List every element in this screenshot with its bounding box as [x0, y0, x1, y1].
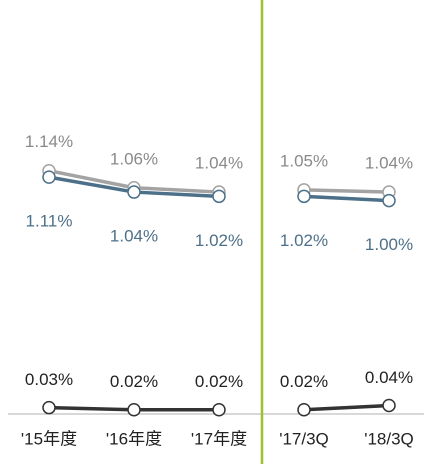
- data-label: 1.00%: [365, 235, 413, 254]
- point: [382, 193, 396, 208]
- point: [382, 398, 396, 413]
- data-label: 1.04%: [365, 154, 413, 173]
- x-tick-label: '16年度: [106, 429, 162, 448]
- data-label: 0.02%: [195, 372, 243, 391]
- data-label: 1.04%: [110, 227, 158, 246]
- x-tick-label: '17年度: [191, 429, 247, 448]
- data-label: 1.02%: [280, 231, 328, 250]
- point: [42, 400, 56, 415]
- point: [297, 402, 311, 417]
- data-label: 0.03%: [25, 370, 73, 389]
- data-label: 1.06%: [110, 149, 158, 168]
- point: [212, 189, 226, 204]
- data-label: 1.02%: [195, 231, 243, 250]
- data-label: 0.04%: [365, 368, 413, 387]
- line: [303, 194, 390, 203]
- data-label: 1.04%: [195, 154, 243, 173]
- point: [297, 189, 311, 204]
- x-tick-label: '17/3Q: [279, 429, 329, 448]
- data-label: 0.02%: [280, 372, 328, 391]
- data-label: 1.05%: [280, 151, 328, 170]
- data-label: 1.14%: [25, 132, 73, 151]
- line: [303, 188, 390, 194]
- line: [303, 403, 390, 412]
- data-label: 1.11%: [26, 212, 73, 231]
- point: [127, 402, 141, 417]
- data-label: 0.02%: [110, 372, 158, 391]
- point: [42, 170, 56, 184]
- point: [127, 185, 141, 199]
- x-tick-label: '15年度: [21, 429, 77, 448]
- point: [212, 402, 226, 417]
- x-tick-label: '18/3Q: [364, 429, 414, 448]
